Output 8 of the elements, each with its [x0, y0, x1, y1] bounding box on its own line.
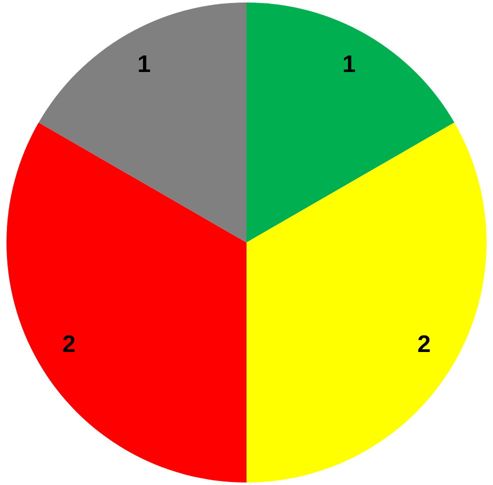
pie-slice	[246, 2, 454, 242]
pie-slice	[38, 2, 246, 242]
pie-slice	[246, 122, 486, 482]
data-label: 2	[62, 331, 76, 358]
pie-slice	[6, 122, 246, 482]
data-label: 2	[417, 331, 431, 358]
data-label: 1	[137, 50, 151, 78]
data-label: 1	[342, 50, 356, 78]
